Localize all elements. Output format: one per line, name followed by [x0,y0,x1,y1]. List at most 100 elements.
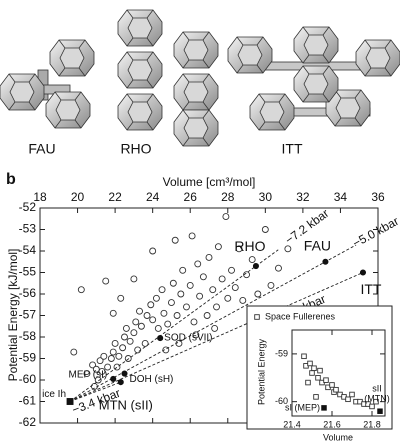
point [143,312,151,319]
point [149,247,157,255]
point [224,294,232,302]
point [121,333,128,341]
y-tick-label: -58 [19,329,37,343]
point [109,348,117,356]
point [149,316,157,324]
point [183,303,190,311]
x-tick-label: 22 [108,190,122,204]
y-tick-label: -55 [19,265,37,279]
point [117,379,124,386]
point [209,286,217,294]
pressure-line [69,244,357,402]
plot-frame [291,329,386,417]
legend-label: Space Fullerenes [265,311,336,321]
point [333,386,339,393]
point [104,363,112,371]
x-tick-label: 30 [259,190,273,204]
x-tick-label: 26 [184,190,198,204]
pressure-label: −5.0 kbar [350,214,400,250]
fau-structure [0,39,95,129]
point [110,375,117,382]
point [186,281,194,289]
point [177,290,185,298]
point [373,398,379,405]
point-label: RHO [234,238,265,254]
point [171,236,179,244]
point [157,335,164,342]
pressure-line [69,272,364,402]
point [188,232,196,240]
x-axis-title: Volume [cm³/mol] [163,175,256,189]
rho-structure [117,9,219,147]
point [167,299,175,307]
point [218,275,226,283]
point [107,355,115,362]
point [248,256,256,264]
point [369,403,375,410]
point [349,391,355,398]
point [205,254,213,261]
point [124,355,132,362]
point [152,294,160,302]
point [70,348,78,356]
point [119,344,127,352]
point [173,312,181,319]
point [89,361,97,369]
point [311,365,317,371]
pressure-line [69,249,279,402]
point [301,353,307,360]
structure-label: FAU [28,141,55,157]
point-label: ITT [360,281,381,297]
point [126,337,134,345]
point [98,367,106,375]
point [111,340,119,347]
point [254,290,262,298]
point [77,286,85,294]
point [196,292,204,300]
itt-structure [227,26,400,131]
point [317,367,323,374]
point-label: sII [372,384,382,394]
point [284,245,292,253]
point [66,398,74,405]
point [154,324,162,332]
point [130,329,138,337]
x-tick-label: 24 [146,190,160,204]
pressure-line [69,381,121,402]
y-tick-label: -54 [19,243,37,257]
point [164,320,172,328]
point [329,382,335,388]
inset-background [246,305,393,430]
y-tick-label: -52 [19,200,37,214]
x-tick-label: 21.4 [283,419,301,429]
y-axis-title: Potential Energy [kJ/mol] [6,249,20,382]
point [307,360,313,367]
point [194,260,202,268]
point [134,346,142,354]
point [115,352,123,360]
point [305,379,311,386]
point [190,318,198,326]
point [261,226,269,233]
point [122,324,130,332]
y-axis-title: Potential Energy [256,338,266,405]
point [275,264,282,272]
point [254,314,260,320]
point [359,269,367,276]
panel-label: b [6,171,16,188]
point [203,312,211,319]
y-tick-label: -60 [275,396,288,406]
structure-label: RHO [120,141,151,157]
point [147,301,155,309]
point [214,243,222,251]
point [169,279,177,287]
point [222,213,230,221]
point-label: SOD (sVII) [164,333,212,344]
point-label: MEP (sI) [69,370,108,381]
point [345,396,351,403]
x-tick-label: 36 [371,190,385,204]
point [179,266,187,274]
point-label: (MTN) [364,394,390,404]
x-tick-label: 20 [71,190,85,204]
